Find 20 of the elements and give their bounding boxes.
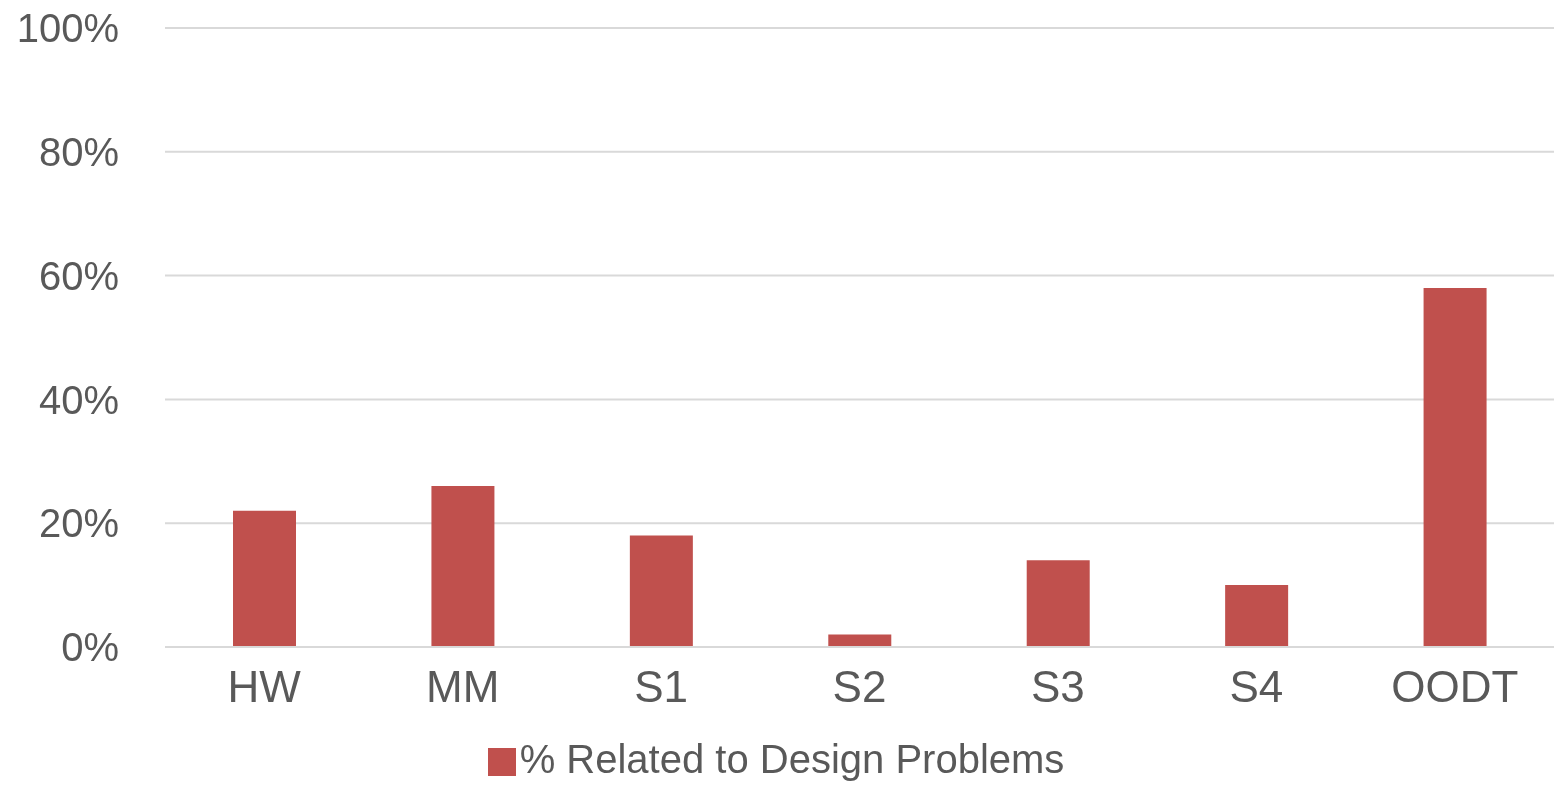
y-tick-label: 60%	[38, 253, 119, 298]
x-tick-label: HW	[227, 662, 302, 712]
bar	[629, 535, 693, 647]
x-tick-label: S1	[634, 662, 688, 712]
x-tick-label: OODT	[1391, 662, 1519, 712]
y-tick-label: 80%	[38, 130, 119, 174]
y-tick-label: 20%	[38, 501, 119, 546]
x-tick-label: S3	[1031, 662, 1085, 712]
bar	[1026, 560, 1090, 647]
legend-label: % Related to Design Problems	[519, 737, 1065, 781]
x-tick-label: S2	[832, 662, 887, 712]
y-tick-label: 0%	[61, 625, 119, 670]
x-tick-label: MM	[425, 662, 500, 712]
bar	[1423, 287, 1487, 647]
bar	[233, 510, 296, 647]
bar	[431, 486, 495, 647]
bar	[1225, 585, 1289, 647]
x-tick-label: S4	[1229, 662, 1284, 712]
y-tick-label: 100%	[16, 6, 119, 51]
y-tick-label: 40%	[38, 377, 119, 422]
